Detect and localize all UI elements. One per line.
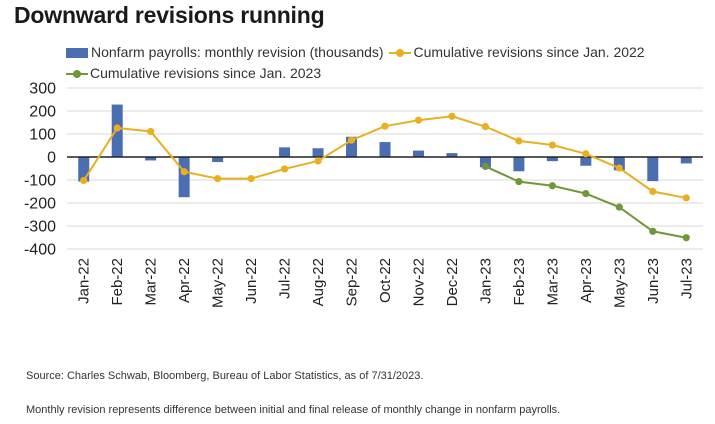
bar <box>580 157 592 166</box>
cumulative-2023-point <box>649 227 657 235</box>
cumulative-2022-point <box>247 175 255 183</box>
y-tick-label: -300 <box>24 219 56 236</box>
x-tick-label: Jul-23 <box>678 258 695 299</box>
x-tick-label: Jan-22 <box>76 258 93 304</box>
bar <box>312 148 324 157</box>
bar <box>279 147 291 157</box>
cumulative-2023-point <box>481 162 490 171</box>
x-tick-label: Feb-22 <box>109 258 126 306</box>
footnote: Monthly revision represents difference b… <box>26 404 561 416</box>
x-tick-label: May-22 <box>210 258 227 308</box>
x-tick-label: Apr-22 <box>176 258 193 303</box>
x-tick-label: Sep-22 <box>344 258 361 306</box>
cumulative-2022-point <box>414 116 423 124</box>
x-tick-label: May-23 <box>611 258 628 308</box>
bar <box>647 157 659 182</box>
bar <box>513 157 525 172</box>
legend-item-cumulative-2022: Cumulative revisions since Jan. 2022 <box>389 42 645 63</box>
cumulative-2022-point <box>214 175 222 183</box>
x-tick-label: Jan-23 <box>477 258 494 304</box>
y-tick-label: -200 <box>24 196 56 213</box>
bar <box>212 157 224 163</box>
legend-item-cumulative-2023: Cumulative revisions since Jan. 2023 <box>66 63 321 84</box>
x-tick-label: Apr-23 <box>578 258 595 303</box>
cumulative-2023-point <box>682 234 690 242</box>
cumulative-2023-point <box>548 182 556 190</box>
cumulative-2022-point <box>649 187 657 196</box>
y-tick-label: 200 <box>29 104 56 121</box>
legend-swatch-bar <box>66 47 88 58</box>
cumulative-2022-point <box>280 165 289 173</box>
x-tick-label: Feb-23 <box>511 258 528 306</box>
cumulative-2023-point <box>615 203 623 211</box>
y-tick-label: 300 <box>29 81 56 98</box>
bar <box>145 157 157 161</box>
bar <box>479 157 491 168</box>
bar <box>412 150 424 157</box>
bar <box>546 157 558 162</box>
y-tick-label: -400 <box>24 242 56 259</box>
bar <box>346 136 358 157</box>
bar <box>178 157 190 198</box>
legend-label-cumulative-2023: Cumulative revisions since Jan. 2023 <box>90 65 322 81</box>
cumulative-2022-point <box>113 124 121 132</box>
cumulative-2022-point <box>180 168 188 176</box>
bar <box>379 142 391 157</box>
source-note: Source: Charles Schwab, Bloomberg, Burea… <box>26 370 424 382</box>
cumulative-2022-point <box>682 194 690 202</box>
legend-item-monthly-revision: Nonfarm payrolls: monthly revision (thou… <box>66 42 384 63</box>
cumulative-2022-point <box>515 137 523 145</box>
y-tick-label: 0 <box>47 150 56 167</box>
x-tick-label: Mar-23 <box>544 258 561 306</box>
bar <box>78 157 90 182</box>
cumulative-2023-point <box>515 178 523 186</box>
x-tick-label: Dec-22 <box>444 258 461 306</box>
chart-title: Downward revisions running <box>14 2 325 28</box>
cumulative-2022-point <box>548 141 556 149</box>
y-tick-label: -100 <box>24 173 56 190</box>
x-tick-label: Oct-22 <box>377 258 394 303</box>
legend-label-cumulative-2022: Cumulative revisions since Jan. 2022 <box>413 44 645 60</box>
legend-swatch-line-2022 <box>389 48 412 58</box>
cumulative-2022-point <box>347 136 356 144</box>
x-tick-label: Jun-23 <box>645 258 662 304</box>
legend-label-monthly-revision: Nonfarm payrolls: monthly revision (thou… <box>91 44 384 60</box>
cumulative-2023-point <box>582 189 590 198</box>
x-tick-label: Jul-22 <box>277 258 294 299</box>
cumulative-2022-point <box>582 150 590 158</box>
cumulative-2022-point <box>481 123 490 131</box>
cumulative-2022-point <box>381 122 389 130</box>
bar <box>680 157 692 164</box>
x-tick-label: Mar-22 <box>143 258 160 306</box>
bar <box>613 157 625 171</box>
x-tick-label: Jun-22 <box>243 258 260 304</box>
chart-legend: Nonfarm payrolls: monthly revision (thou… <box>66 42 647 84</box>
cumulative-2022-point <box>615 164 623 172</box>
x-tick-label: Aug-22 <box>310 258 327 306</box>
legend-swatch-line-2023 <box>66 69 88 79</box>
cumulative-2022-point <box>80 176 88 185</box>
y-tick-label: 100 <box>29 127 56 144</box>
cumulative-2022-point <box>314 157 322 165</box>
bar <box>446 153 458 157</box>
cumulative-2022-point <box>147 127 155 136</box>
x-tick-label: Nov-22 <box>410 258 427 306</box>
cumulative-2022-point <box>448 112 456 120</box>
